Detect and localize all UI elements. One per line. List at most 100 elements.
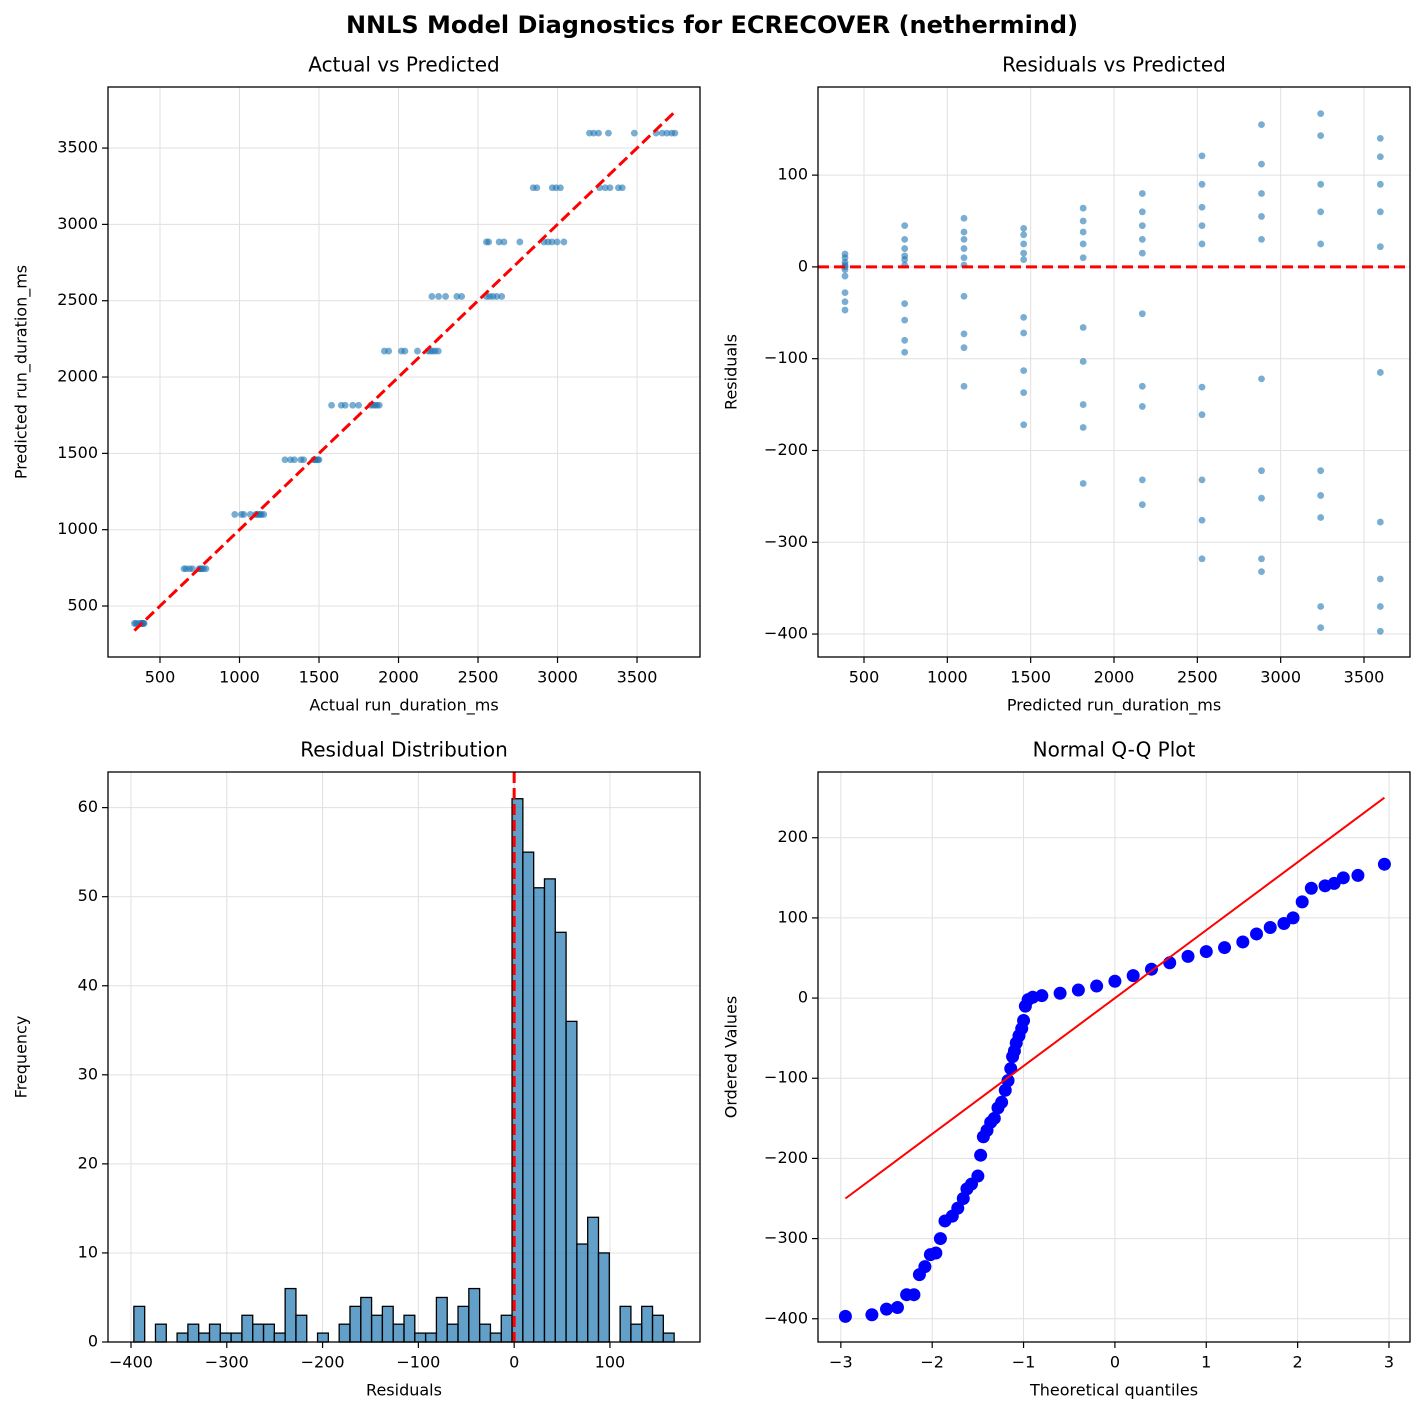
- point: [960, 344, 968, 352]
- point: [1198, 240, 1206, 248]
- point: [918, 1260, 932, 1274]
- point: [960, 330, 968, 338]
- bar: [489, 1332, 502, 1343]
- point: [1317, 514, 1325, 521]
- reference-line: [844, 796, 1386, 1200]
- point: [483, 238, 490, 246]
- point: [1258, 213, 1265, 220]
- point: [180, 565, 188, 573]
- y-tick-label: −300: [764, 1228, 808, 1247]
- point: [1258, 235, 1265, 243]
- x-tick-label: 2: [1293, 1353, 1303, 1372]
- bar: [597, 1252, 610, 1343]
- y-tick-label: 0: [88, 1332, 98, 1351]
- point: [1304, 881, 1318, 895]
- point: [1138, 501, 1146, 509]
- point: [1258, 121, 1265, 129]
- point: [1258, 494, 1265, 502]
- point: [1138, 249, 1146, 257]
- point: [890, 1301, 904, 1315]
- point: [231, 511, 239, 518]
- point: [974, 1148, 988, 1162]
- point: [435, 293, 442, 300]
- point: [1198, 180, 1206, 188]
- x-tick-label: 2500: [458, 668, 499, 687]
- point: [1138, 190, 1146, 197]
- bar: [349, 1305, 362, 1343]
- x-tick-label: −400: [109, 1353, 153, 1372]
- bar: [273, 1332, 286, 1343]
- point: [668, 129, 676, 137]
- x-tick-label: 1000: [219, 668, 260, 687]
- axes-frame: [107, 771, 701, 1343]
- point: [1079, 217, 1087, 225]
- point: [1138, 310, 1146, 318]
- point: [901, 256, 909, 263]
- point: [516, 238, 524, 246]
- bar: [576, 1243, 589, 1343]
- point: [841, 289, 849, 297]
- bar: [208, 1323, 221, 1343]
- point: [1079, 228, 1087, 236]
- point: [1079, 324, 1087, 331]
- bar: [543, 878, 556, 1343]
- point: [1079, 424, 1087, 431]
- bar: [230, 1332, 243, 1343]
- point: [1258, 555, 1265, 563]
- point: [1199, 945, 1213, 959]
- point: [495, 238, 503, 246]
- y-tick-label: −200: [764, 440, 808, 459]
- y-tick-label: 0: [798, 988, 808, 1007]
- point: [1376, 369, 1384, 376]
- x-axis-label: Actual run_duration_ms: [309, 696, 498, 716]
- point: [560, 238, 568, 246]
- point: [287, 456, 294, 464]
- axes-title: Normal Q-Q Plot: [1033, 738, 1196, 762]
- x-tick-label: 1: [1201, 1353, 1211, 1372]
- point: [960, 292, 968, 300]
- point: [901, 316, 909, 324]
- y-tick-label: −100: [764, 1068, 808, 1087]
- point: [1198, 383, 1206, 391]
- point: [1317, 132, 1325, 140]
- point: [1001, 1074, 1015, 1088]
- point: [1250, 927, 1264, 941]
- point: [1020, 421, 1028, 429]
- point: [865, 1308, 879, 1322]
- point: [1376, 603, 1384, 610]
- point: [1020, 367, 1028, 375]
- point: [960, 254, 968, 262]
- point: [1198, 476, 1206, 484]
- bar: [478, 1323, 492, 1343]
- bar: [284, 1287, 297, 1343]
- point: [1181, 949, 1195, 963]
- bar: [187, 1323, 200, 1343]
- x-axis-label: Residuals: [366, 1381, 442, 1400]
- point: [615, 184, 622, 192]
- x-tick-label: 500: [849, 668, 880, 687]
- y-tick-label: 500: [67, 596, 98, 615]
- bar: [630, 1323, 643, 1343]
- y-tick-label: −300: [764, 532, 808, 551]
- y-tick-label: 100: [777, 907, 808, 926]
- point: [1020, 249, 1028, 257]
- point: [529, 184, 537, 192]
- point: [1020, 240, 1028, 248]
- x-tick-label: −1: [1012, 1353, 1036, 1372]
- point: [1258, 467, 1265, 475]
- point: [1376, 243, 1384, 251]
- bar: [587, 1216, 600, 1343]
- point: [1035, 989, 1049, 1003]
- bar: [651, 1314, 664, 1343]
- point: [601, 184, 609, 192]
- point: [907, 1288, 921, 1302]
- point: [1376, 208, 1384, 216]
- point: [1336, 871, 1350, 885]
- point: [841, 272, 849, 280]
- point: [1138, 222, 1146, 229]
- y-tick-label: 40: [78, 975, 98, 994]
- point: [1351, 868, 1365, 882]
- bar: [370, 1314, 384, 1343]
- point: [1317, 110, 1325, 118]
- point: [1263, 921, 1277, 935]
